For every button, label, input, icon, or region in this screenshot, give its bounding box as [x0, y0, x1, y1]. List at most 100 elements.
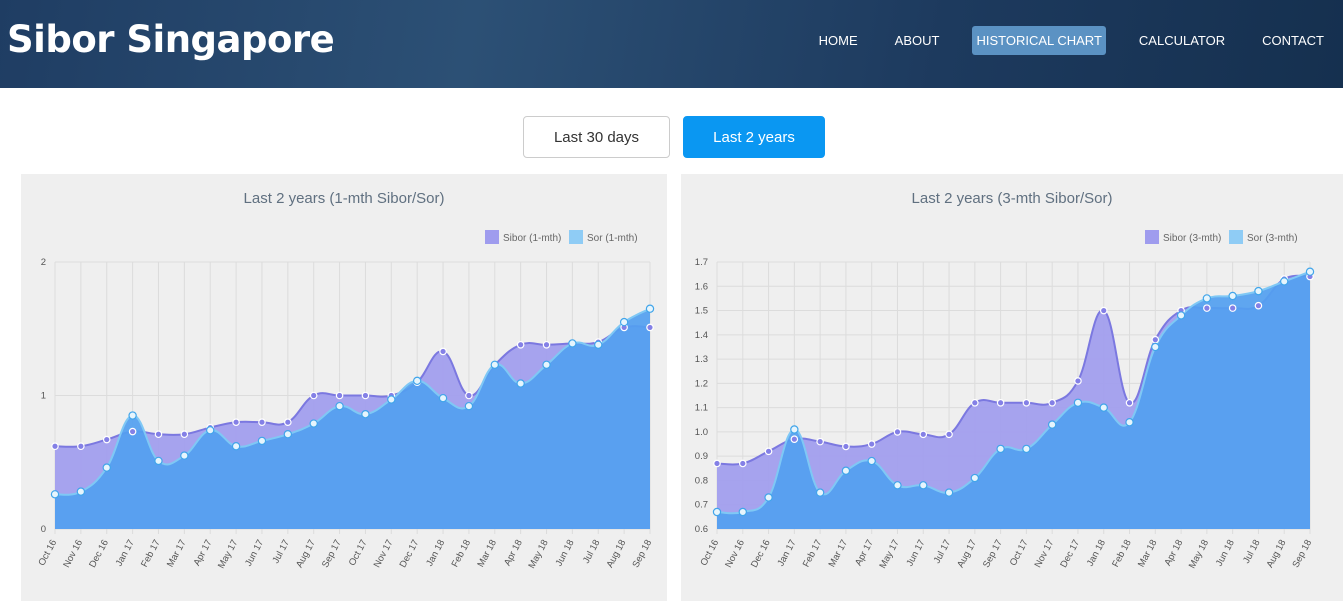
sibor-point [867, 440, 876, 448]
sor-point [867, 456, 876, 466]
sibor-point [180, 430, 189, 439]
x-tick-label: May 18 [1187, 538, 1211, 571]
sibor-point [1048, 398, 1056, 407]
sibor-point [945, 430, 953, 439]
x-tick-label: May 17 [877, 538, 901, 571]
sor-point [1228, 291, 1237, 301]
legend-swatch-sibor [1145, 230, 1159, 244]
y-tick-label: 1.7 [695, 257, 708, 268]
x-tick-label: Jun 17 [243, 538, 266, 568]
sor-point [412, 376, 422, 386]
sor-point [1176, 311, 1186, 320]
x-tick-label: Jul 18 [1241, 538, 1263, 566]
sor-point [516, 379, 525, 388]
sor-point [944, 488, 954, 497]
sor-point [283, 430, 293, 439]
sor-point [1047, 420, 1057, 429]
sor-point [712, 507, 722, 517]
sor-point [815, 488, 825, 497]
sibor-point [361, 391, 370, 400]
sibor-point [816, 437, 824, 446]
legend-swatch-sor [1229, 230, 1243, 244]
x-tick-label: Aug 17 [294, 538, 318, 570]
sor-point [790, 425, 799, 434]
site-brand[interactable]: Sibor Singapore [7, 18, 335, 61]
y-tick-label: 0 [41, 524, 46, 535]
sor-point [645, 304, 655, 313]
sor-point [154, 456, 163, 466]
sor-point [1202, 294, 1212, 303]
sor-point [1125, 417, 1134, 427]
chart-title-1mth: Last 2 years (1-mth Sibor/Sor) [243, 190, 445, 207]
x-tick-label: Aug 18 [1265, 538, 1289, 570]
y-tick-label: 1 [41, 391, 46, 402]
sor-point [490, 360, 499, 369]
sor-point [893, 481, 902, 490]
nav-contact[interactable]: CONTACT [1262, 33, 1324, 48]
chart-title-3mth: Last 2 years (3-mth Sibor/Sor) [911, 190, 1113, 207]
x-tick-label: Oct 16 [36, 538, 59, 568]
x-tick-label: May 17 [216, 538, 240, 571]
sibor-point [971, 398, 979, 407]
sor-point [970, 473, 980, 483]
x-tick-label: Jul 18 [581, 538, 603, 566]
y-tick-label: 1.4 [695, 330, 708, 341]
sor-point [438, 393, 448, 403]
sibor-point [919, 430, 928, 439]
y-tick-label: 2 [41, 257, 46, 268]
x-tick-label: Mar 17 [827, 538, 851, 569]
sor-point [257, 436, 267, 446]
sor-point [335, 401, 344, 411]
x-tick-label: Oct 17 [1008, 538, 1031, 568]
site-header: Sibor Singapore HOME ABOUT HISTORICAL CH… [0, 0, 1343, 88]
x-tick-label: Jun 17 [904, 538, 927, 568]
last-30-days-button[interactable]: Last 30 days [523, 116, 670, 158]
x-tick-label: Jan 18 [424, 538, 447, 568]
sibor-point [1125, 398, 1134, 407]
sor-point [1151, 342, 1160, 352]
sor-point [738, 507, 747, 517]
y-tick-label: 0.6 [695, 524, 708, 535]
chart-panel-1mth: Last 2 years (1-mth Sibor/Sor) 0 1 2 Oct 16… [21, 174, 667, 601]
x-tick-label: Apr 18 [1162, 538, 1185, 568]
x-tick-label: Sep 17 [981, 538, 1005, 570]
sor-point [1099, 403, 1108, 412]
nav-about[interactable]: ABOUT [894, 33, 940, 48]
x-tick-label: Oct 17 [347, 538, 370, 568]
sor-point [1254, 286, 1263, 296]
y-tick-label: 1.1 [695, 403, 708, 414]
sor-point [231, 442, 241, 451]
sor-point [919, 481, 928, 490]
x-tick-label: Aug 17 [955, 538, 979, 570]
legend-label-sor: Sor (3-mth) [1247, 233, 1298, 244]
x-tick-label: Feb 17 [139, 538, 163, 569]
sibor-point [439, 347, 447, 356]
x-tick-label: Oct 16 [698, 538, 721, 568]
sibor-point [1151, 335, 1160, 344]
sibor-point [842, 442, 850, 451]
sibor-point [77, 442, 85, 451]
last-2-years-button[interactable]: Last 2 years [683, 116, 825, 158]
sor-point [542, 360, 551, 369]
sibor-point [102, 435, 111, 444]
nav-historical-chart[interactable]: HISTORICAL CHART [972, 26, 1106, 55]
x-tick-label: Nov 16 [723, 538, 747, 570]
y-tick-label: 0.7 [695, 500, 708, 511]
sibor-point [1203, 304, 1211, 312]
x-tick-label: Sep 18 [630, 538, 654, 570]
sibor-point [893, 428, 902, 436]
sor-point [1280, 277, 1289, 286]
chart-3mth: 0.6 0.7 0.8 0.9 1.0 1.1 1.2 1.3 1.4 1.5 1.6 1.7 Oct … [695, 230, 1314, 571]
sibor-point [51, 442, 59, 451]
sibor-point [128, 427, 137, 436]
nav-home[interactable]: HOME [818, 33, 858, 48]
nav-calculator[interactable]: CALCULATOR [1138, 33, 1226, 48]
sibor-point [1074, 377, 1082, 385]
legend-swatch-sibor [485, 230, 499, 244]
x-tick-label: Feb 18 [450, 538, 474, 569]
sor-point [1073, 398, 1083, 407]
sibor-point [516, 340, 525, 349]
x-tick-label: Apr 17 [192, 538, 215, 568]
y-tick-label: 1.0 [695, 427, 708, 438]
